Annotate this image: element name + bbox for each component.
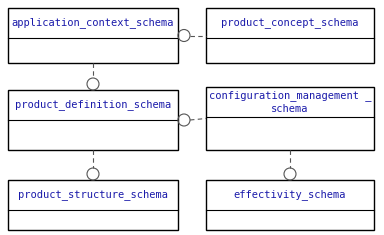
Text: product_definition_schema: product_definition_schema xyxy=(15,100,171,110)
Text: configuration_management _
schema: configuration_management _ schema xyxy=(209,90,371,114)
Bar xyxy=(8,8,178,63)
Text: product_structure_schema: product_structure_schema xyxy=(18,190,168,200)
Bar xyxy=(206,180,374,230)
Bar xyxy=(8,90,178,150)
Text: product_concept_schema: product_concept_schema xyxy=(221,18,359,28)
Text: effectivity_schema: effectivity_schema xyxy=(234,190,346,200)
Bar xyxy=(206,87,374,150)
Text: application_context_schema: application_context_schema xyxy=(12,18,174,28)
Bar xyxy=(8,180,178,230)
Bar xyxy=(206,8,374,63)
